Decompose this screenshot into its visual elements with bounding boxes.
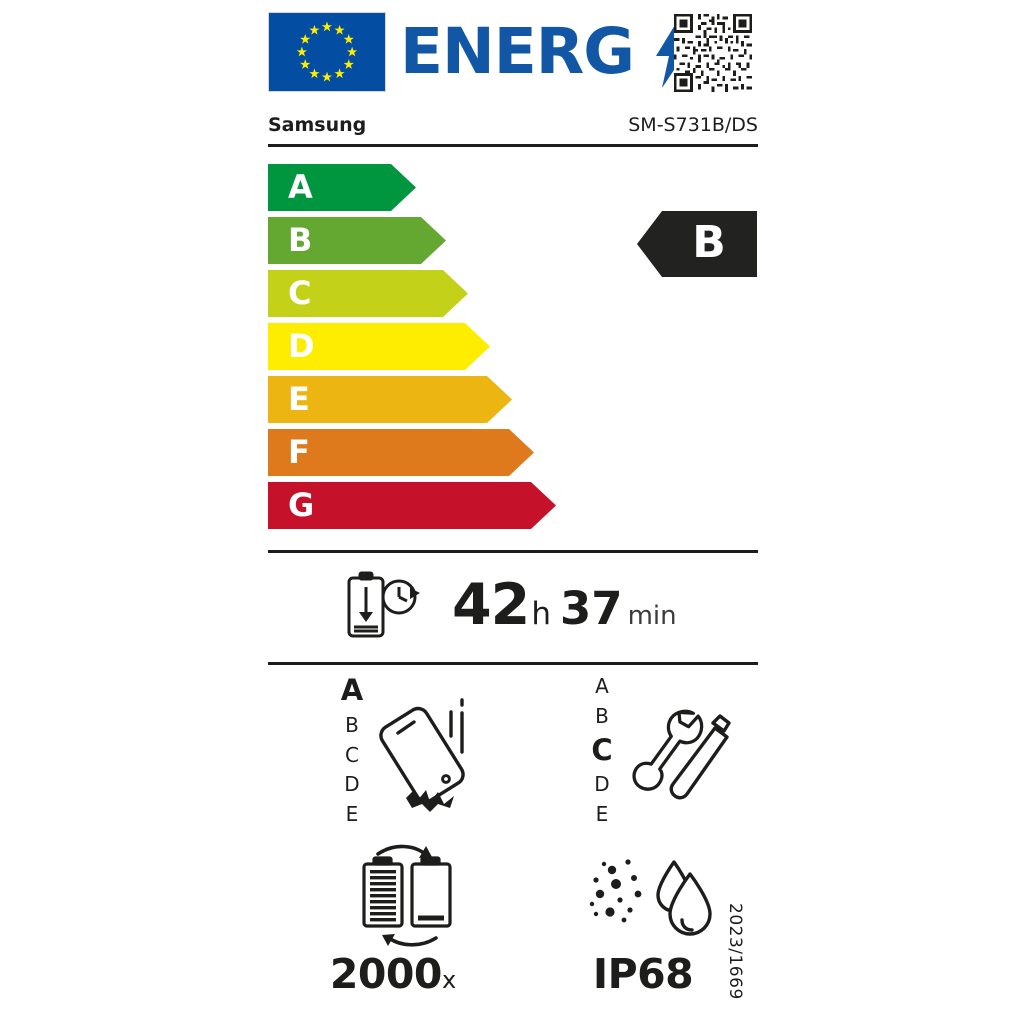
drop-grade-b: B — [345, 712, 359, 737]
energy-bar-shape — [268, 164, 416, 211]
energy-bar-shape — [268, 482, 556, 529]
scale-divider — [268, 550, 758, 553]
model-name: SM-S731B/DS — [628, 114, 758, 136]
lightning-bolt-icon — [652, 20, 694, 88]
repair-grade-a: A — [595, 674, 609, 698]
rating-letter: B — [692, 217, 726, 268]
battery-minutes: 37 — [559, 582, 623, 635]
ingress-protection-caption: IP68 — [518, 950, 768, 998]
battery-cycles-suffix: x — [441, 966, 457, 994]
battery-divider — [268, 662, 758, 665]
energy-bar-shape — [268, 376, 512, 423]
ingress-protection-value: IP68 — [592, 950, 694, 998]
qr-code-icon — [674, 14, 752, 92]
energy-bar-letter: A — [288, 168, 313, 206]
battery-cycles-cell: 2000x — [268, 844, 518, 1014]
energy-bar-shape — [268, 429, 534, 476]
regulation-number: 2023/1669 — [725, 903, 745, 1000]
brand-name: Samsung — [268, 114, 367, 136]
energy-rating-arrow: B — [637, 211, 757, 277]
drop-grade-e: E — [345, 802, 359, 826]
drop-grade-d: D — [344, 772, 360, 797]
energy-class-scale: A B C D E F G B — [262, 164, 762, 536]
battery-hours: 42 — [452, 572, 530, 638]
energy-label: ENERG — [262, 0, 762, 1024]
energy-bar-a: A — [268, 164, 416, 211]
battery-minutes-unit: min — [627, 601, 677, 631]
energy-bar-letter: F — [288, 433, 310, 471]
battery-clock-icon — [340, 568, 424, 644]
energy-bar-g: G — [268, 482, 556, 529]
repairability-grades: A B C D E — [584, 676, 620, 824]
battery-cycles-caption: 2000x — [268, 950, 518, 998]
drop-resistance-cell: A B C D E — [268, 672, 518, 842]
energy-bar-shape — [268, 270, 468, 317]
energy-bar-e: E — [268, 376, 512, 423]
falling-phone-icon — [376, 686, 504, 818]
repair-grade-b: B — [595, 703, 609, 728]
drop-grade-a: A — [340, 673, 364, 707]
battery-life-row: 42h 37 min — [262, 560, 762, 654]
energy-bar-letter: D — [288, 327, 315, 365]
dust-water-icon — [582, 850, 722, 950]
energy-bar-d: D — [268, 323, 490, 370]
ingress-protection-cell: IP68 — [518, 844, 768, 1014]
energy-bar-f: F — [268, 429, 534, 476]
pictogram-grid: A B C D E — [262, 672, 762, 1012]
repair-grade-c: C — [591, 732, 613, 767]
battery-life-value: 42h 37 min — [452, 564, 677, 646]
energy-bar-letter: G — [288, 486, 315, 524]
energy-bar-c: C — [268, 270, 468, 317]
energ-wordmark: ENERG — [400, 15, 635, 88]
brand-row: Samsung SM-S731B/DS — [268, 112, 758, 142]
label-header: ENERG — [262, 8, 762, 96]
drop-resistance-grades: A B C D E — [334, 673, 370, 826]
energy-bar-letter: B — [288, 221, 313, 259]
repairability-cell: A B C D E — [518, 672, 768, 842]
energy-bar-shape — [268, 217, 446, 264]
energy-bar-shape — [268, 323, 490, 370]
eu-flag-icon — [268, 12, 386, 92]
repair-grade-d: D — [594, 772, 610, 797]
energy-bar-letter: C — [288, 274, 312, 312]
drop-grade-c: C — [345, 742, 359, 767]
repair-grade-e: E — [595, 802, 609, 826]
energy-bar-b: B — [268, 217, 446, 264]
battery-hours-unit: h — [531, 596, 551, 632]
rating-arrow-shape — [637, 211, 757, 277]
battery-cycles-value: 2000 — [329, 950, 443, 998]
header-divider — [268, 144, 758, 147]
energy-bar-letter: E — [288, 380, 310, 418]
wrench-screwdriver-icon — [626, 686, 754, 818]
battery-cycle-icon — [342, 844, 472, 952]
